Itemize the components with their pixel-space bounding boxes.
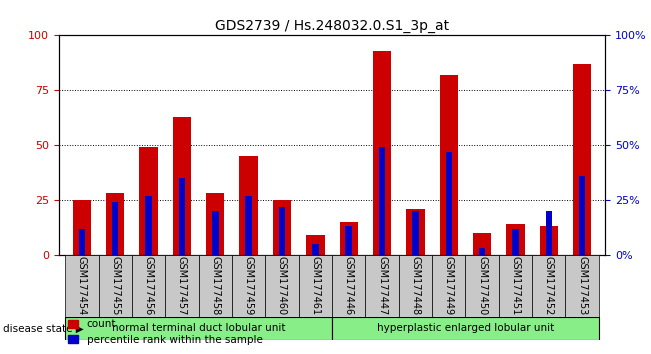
Text: GSM177454: GSM177454 (77, 256, 87, 315)
Bar (106, 193, 124, 255)
Text: GSM177455: GSM177455 (110, 256, 120, 315)
Bar (179, 178, 185, 255)
Bar (299, 255, 332, 317)
Bar (532, 255, 566, 317)
Bar (232, 255, 266, 317)
Bar (499, 255, 532, 317)
Legend: count, percentile rank within the sample: count, percentile rank within the sample (64, 315, 267, 349)
Bar (306, 235, 324, 255)
Bar (132, 255, 165, 317)
Text: GSM177447: GSM177447 (377, 256, 387, 315)
Text: hyperplastic enlarged lobular unit: hyperplastic enlarged lobular unit (377, 323, 554, 333)
Bar (506, 224, 525, 255)
Bar (540, 226, 558, 255)
Bar (279, 207, 285, 255)
Title: GDS2739 / Hs.248032.0.S1_3p_at: GDS2739 / Hs.248032.0.S1_3p_at (215, 19, 449, 33)
Text: GSM177452: GSM177452 (544, 256, 554, 315)
Bar (245, 196, 252, 255)
Text: GSM177453: GSM177453 (577, 256, 587, 315)
Bar (98, 255, 132, 317)
Bar (465, 255, 499, 317)
Bar (346, 226, 352, 255)
Bar (112, 202, 118, 255)
Bar (573, 64, 591, 255)
Bar (173, 116, 191, 255)
Bar (332, 255, 365, 317)
Text: GSM177456: GSM177456 (144, 256, 154, 315)
Bar (412, 211, 419, 255)
Bar (165, 255, 199, 317)
Bar (512, 229, 519, 255)
Bar (340, 222, 358, 255)
Bar (546, 211, 552, 255)
Text: disease state ▶: disease state ▶ (3, 324, 84, 333)
Bar (398, 255, 432, 317)
Bar (445, 152, 452, 255)
Bar (199, 255, 232, 317)
Bar (479, 248, 485, 255)
Bar (73, 200, 91, 255)
Bar (332, 317, 599, 340)
Text: GSM177461: GSM177461 (311, 256, 320, 315)
Bar (65, 255, 98, 317)
Text: GSM177457: GSM177457 (177, 256, 187, 315)
Text: normal terminal duct lobular unit: normal terminal duct lobular unit (112, 323, 285, 333)
Bar (432, 255, 465, 317)
Bar (379, 147, 385, 255)
Bar (240, 156, 258, 255)
Text: GSM177446: GSM177446 (344, 256, 353, 315)
Bar (139, 147, 158, 255)
Bar (365, 255, 398, 317)
Bar (473, 233, 492, 255)
Text: GSM177451: GSM177451 (510, 256, 520, 315)
Text: GSM177449: GSM177449 (444, 256, 454, 315)
Bar (266, 255, 299, 317)
Text: GSM177460: GSM177460 (277, 256, 287, 315)
Bar (206, 193, 225, 255)
Bar (566, 255, 599, 317)
Text: GSM177450: GSM177450 (477, 256, 487, 315)
Text: GSM177448: GSM177448 (410, 256, 421, 315)
Text: GSM177459: GSM177459 (243, 256, 254, 315)
Bar (373, 51, 391, 255)
Bar (65, 317, 332, 340)
Bar (406, 209, 424, 255)
Bar (273, 200, 291, 255)
Text: GSM177458: GSM177458 (210, 256, 220, 315)
Bar (312, 244, 318, 255)
Bar (145, 196, 152, 255)
Bar (579, 176, 585, 255)
Bar (212, 211, 219, 255)
Bar (79, 229, 85, 255)
Bar (439, 75, 458, 255)
